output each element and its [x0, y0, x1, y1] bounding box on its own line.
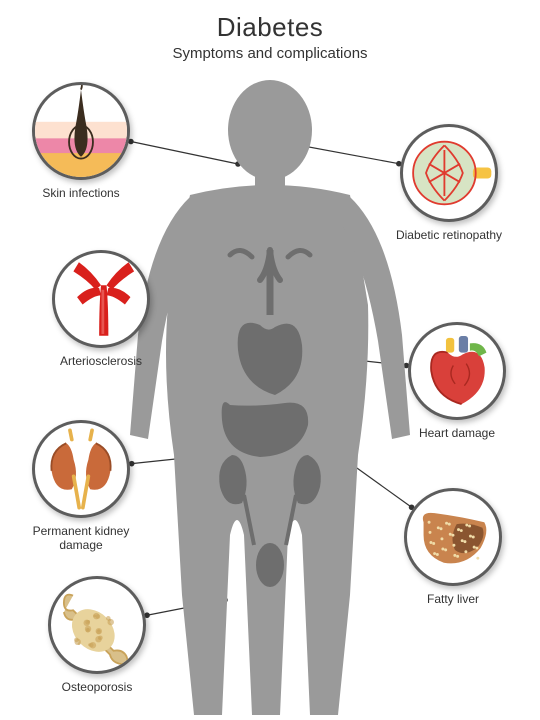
permanent-kidney-damage-icon [32, 420, 130, 518]
heart-damage-icon [408, 322, 506, 420]
callout-arteriosclerosis: Arteriosclerosis [52, 250, 172, 368]
callout-permanent-kidney-damage: Permanent kidney damage [32, 420, 152, 552]
fatty-liver-icon [404, 488, 502, 586]
diabetic-retinopathy-icon [400, 124, 498, 222]
arteriosclerosis-icon [52, 250, 150, 348]
callout-label: Permanent kidney damage [21, 524, 141, 552]
callout-fatty-liver: Fatty liver [404, 488, 524, 606]
skin-infections-icon [32, 82, 130, 180]
callout-diabetic-retinopathy: Diabetic retinopathy [400, 124, 520, 242]
callout-label: Osteoporosis [37, 680, 157, 694]
osteoporosis-icon [48, 576, 146, 674]
callout-label: Arteriosclerosis [41, 354, 161, 368]
callout-osteoporosis: Osteoporosis [48, 576, 168, 694]
callout-skin-infections: Skin infections [32, 82, 152, 200]
callout-label: Diabetic retinopathy [389, 228, 509, 242]
callout-label: Skin infections [21, 186, 141, 200]
callout-label: Heart damage [397, 426, 517, 440]
callout-label: Fatty liver [393, 592, 513, 606]
callout-heart-damage: Heart damage [408, 322, 528, 440]
